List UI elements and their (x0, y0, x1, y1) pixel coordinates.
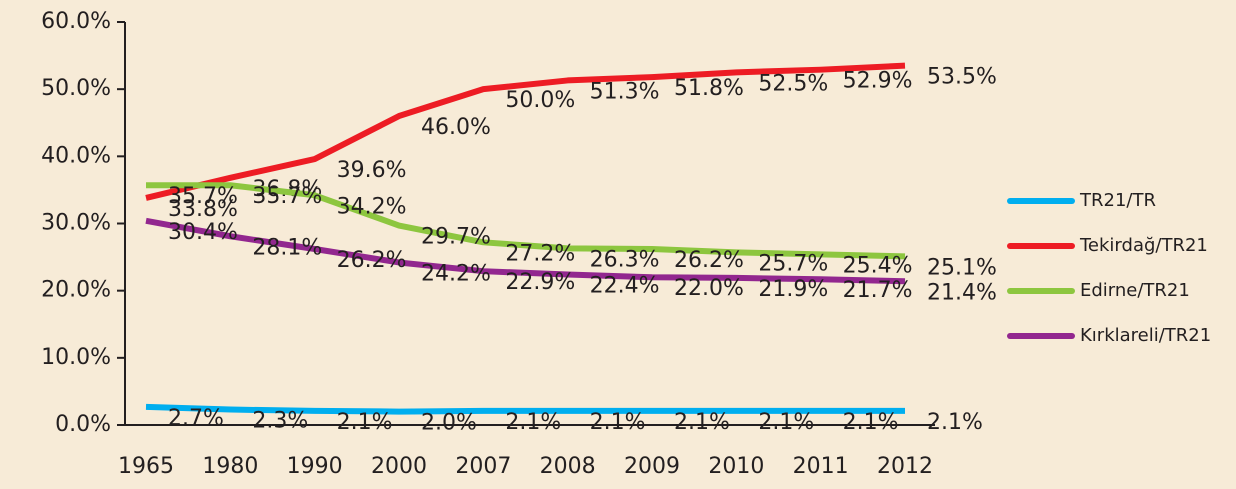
y-tick-label: 60.0% (41, 9, 111, 34)
legend-label: Edirne/TR21 (1080, 280, 1190, 301)
data-label: 2.1% (590, 410, 646, 435)
legend-label: Kırklareli/TR21 (1080, 325, 1211, 346)
data-label: 2.1% (843, 410, 899, 435)
line (145, 403, 905, 415)
data-label: 24.2% (421, 261, 491, 286)
y-tick-label: 40.0% (41, 143, 111, 168)
x-tick-label: 1980 (202, 454, 258, 479)
data-label: 22.9% (505, 270, 575, 295)
x-tick-label: 2011 (793, 454, 849, 479)
data-label: 50.0% (505, 88, 575, 113)
data-label: 25.4% (843, 253, 913, 278)
data-label: 26.2% (674, 248, 744, 273)
data-label: 2.7% (168, 406, 224, 431)
data-label: 27.2% (505, 241, 575, 266)
data-label: 2.0% (421, 411, 477, 436)
data-label: 2.1% (674, 410, 730, 435)
line (145, 62, 906, 201)
x-tick-label: 2010 (708, 454, 764, 479)
x-tick-label: 1965 (118, 454, 174, 479)
line (146, 182, 906, 260)
data-label: 35.7% (168, 184, 238, 209)
line (145, 217, 906, 285)
data-label: 51.3% (590, 79, 660, 104)
x-tick-label: 2008 (540, 454, 596, 479)
x-tick-label: 2000 (371, 454, 427, 479)
data-label: 51.8% (674, 76, 744, 101)
data-label: 33.8% (168, 197, 238, 222)
data-label: 39.6% (337, 158, 407, 183)
legend-label: Tekirdağ/TR21 (1079, 235, 1208, 256)
data-label: 35.7% (252, 184, 322, 209)
data-label: 22.4% (590, 274, 660, 299)
data-label: 21.4% (927, 280, 997, 305)
y-tick-label: 10.0% (41, 345, 111, 370)
data-label: 28.1% (252, 235, 322, 260)
data-label: 26.2% (337, 248, 407, 273)
data-label: 2.1% (505, 410, 561, 435)
data-label: 53.5% (927, 65, 997, 90)
data-label: 21.7% (843, 278, 913, 303)
data-label: 34.2% (337, 194, 407, 219)
x-tick-label: 2009 (624, 454, 680, 479)
data-label: 29.7% (421, 225, 491, 250)
data-label: 46.0% (421, 115, 491, 140)
data-label: 2.1% (337, 410, 393, 435)
data-label: 21.9% (758, 277, 828, 302)
data-label: 52.5% (758, 71, 828, 96)
y-tick-label: 30.0% (41, 211, 111, 236)
x-tick-label: 2007 (455, 454, 511, 479)
y-tick-label: 0.0% (55, 412, 111, 437)
data-label: 2.1% (758, 410, 814, 435)
y-tick-label: 50.0% (41, 76, 111, 101)
data-label: 52.9% (843, 69, 913, 94)
legend-label: TR21/TR (1079, 190, 1156, 211)
data-label: 22.0% (674, 276, 744, 301)
data-label: 25.7% (758, 251, 828, 276)
data-label: 25.1% (927, 255, 997, 280)
data-label: 26.3% (590, 247, 660, 272)
x-tick-label: 2012 (877, 454, 933, 479)
x-tick-label: 1990 (287, 454, 343, 479)
data-label: 2.3% (252, 409, 308, 434)
data-label: 30.4% (168, 220, 238, 245)
y-tick-label: 20.0% (41, 278, 111, 303)
data-label: 2.1% (927, 410, 983, 435)
